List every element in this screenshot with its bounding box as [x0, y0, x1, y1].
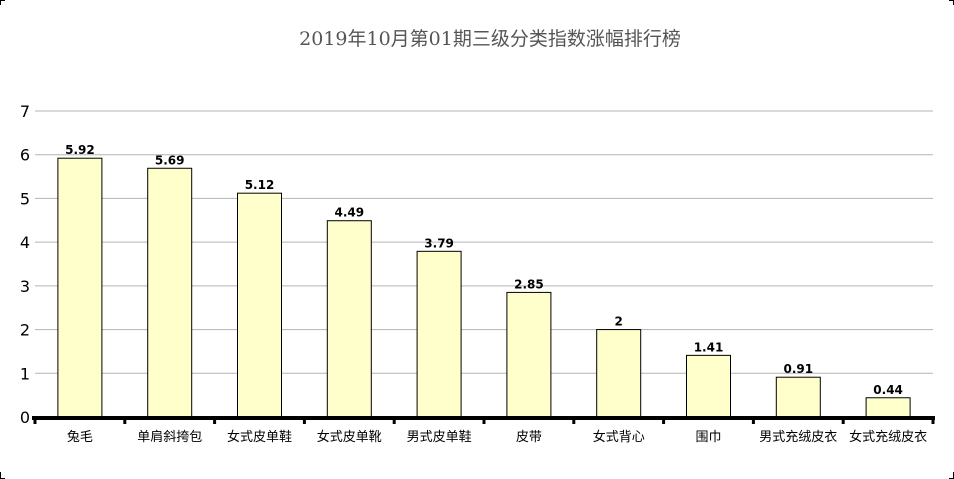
data-label: 2 [615, 315, 623, 329]
bar [596, 329, 642, 418]
x-tick-label: 兔毛 [67, 430, 93, 445]
data-label: 4.49 [334, 206, 364, 220]
y-tick-label: 3 [20, 277, 30, 296]
data-label: 5.12 [245, 178, 275, 192]
data-label: 3.79 [424, 236, 454, 250]
y-tick-label: 2 [20, 321, 30, 340]
x-tick-label: 单肩斜挎包 [137, 429, 202, 445]
corner-mark [949, 472, 954, 479]
x-tick-label: 男式充绒皮衣 [759, 429, 837, 445]
x-tick-label: 皮带 [516, 430, 542, 445]
bar [686, 354, 731, 418]
corner-mark [949, 0, 954, 5]
bar [506, 291, 552, 418]
data-label: 5.69 [155, 153, 185, 167]
y-tick-label: 6 [20, 146, 30, 165]
data-labels: 5.92 5.69 5.12 4.49 3.79 2.85 2 1.41 0.91 0.44 [65, 143, 903, 397]
y-tick-label: 7 [20, 102, 30, 121]
x-axis-ticks: 兔毛 单肩斜挎包 女式皮单鞋 女式皮单靴 男式皮单鞋 皮带 女式背心 围巾 男式充绒皮衣 女式充绒… [67, 429, 927, 445]
x-tick-label: 女式皮单靴 [317, 429, 382, 445]
chart-title: 2019年10月第01期三级分类指数涨幅排行榜 [299, 28, 681, 50]
bar [147, 167, 193, 418]
data-label: 2.85 [514, 277, 544, 291]
bar [326, 220, 372, 418]
y-tick-label: 1 [20, 364, 30, 383]
x-tick-label: 女式皮单鞋 [227, 429, 292, 445]
data-label: 0.44 [873, 383, 903, 397]
bar [775, 376, 821, 418]
bar [57, 157, 103, 418]
corner-mark [0, 0, 5, 5]
data-label: 5.92 [65, 143, 95, 157]
x-tick-label: 女式背心 [593, 429, 645, 445]
y-axis-ticks: 0 1 2 3 4 5 6 7 [20, 102, 30, 427]
data-label: 0.91 [783, 362, 813, 376]
y-tick-label: 0 [20, 408, 30, 427]
bars [57, 157, 911, 418]
data-label: 1.41 [694, 340, 724, 354]
y-tick-label: 4 [20, 233, 30, 252]
y-tick-label: 5 [20, 189, 30, 208]
corner-mark [0, 472, 5, 479]
x-tick-label: 围巾 [695, 430, 721, 445]
x-tick-label: 女式充绒皮衣 [849, 429, 927, 445]
bar [416, 250, 462, 418]
bar [865, 397, 911, 418]
x-axis [32, 416, 935, 424]
bar [237, 192, 282, 418]
x-tick-label: 男式皮单鞋 [407, 429, 472, 445]
